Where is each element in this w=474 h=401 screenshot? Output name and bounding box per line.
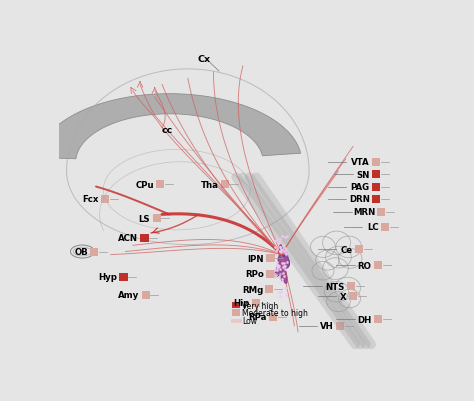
Bar (153, 215, 161, 223)
Bar (142, 291, 150, 299)
Text: Hip: Hip (233, 298, 249, 307)
Text: Tha: Tha (201, 180, 219, 189)
Text: LS: LS (139, 214, 150, 223)
Bar (266, 270, 274, 278)
Bar (119, 273, 128, 281)
Bar (336, 322, 344, 330)
Bar (372, 171, 380, 179)
Text: Hyp: Hyp (98, 273, 117, 282)
Bar (377, 209, 385, 217)
Text: IPN: IPN (248, 254, 264, 263)
Bar (265, 286, 273, 294)
Bar (232, 302, 240, 308)
Bar (372, 183, 380, 191)
Bar (269, 313, 277, 321)
Text: Fcx: Fcx (82, 195, 99, 204)
Text: VH: VH (320, 322, 334, 330)
Bar (349, 293, 357, 301)
Text: DRN: DRN (349, 195, 370, 204)
Bar (90, 248, 98, 256)
Text: NTS: NTS (326, 282, 345, 291)
Bar (156, 180, 164, 188)
Text: RMg: RMg (242, 285, 263, 294)
Text: Low: Low (242, 316, 257, 325)
Text: RPa: RPa (248, 312, 267, 321)
Text: cc: cc (162, 126, 173, 134)
Text: VTA: VTA (351, 158, 370, 167)
Text: SN: SN (356, 170, 370, 179)
Polygon shape (275, 245, 290, 284)
Text: CPu: CPu (136, 180, 154, 189)
Text: Very high: Very high (242, 301, 278, 310)
Bar (140, 234, 148, 242)
Bar (252, 299, 260, 307)
Bar (356, 245, 364, 253)
Bar (347, 282, 356, 290)
Bar (372, 195, 380, 203)
Bar (232, 310, 240, 316)
Bar (381, 223, 389, 231)
Bar (372, 158, 380, 166)
Text: ACN: ACN (118, 233, 138, 243)
Text: OB: OB (74, 247, 88, 256)
Text: MRN: MRN (353, 208, 375, 217)
Text: Ce: Ce (341, 245, 353, 254)
Text: RPo: RPo (246, 269, 264, 279)
Bar (374, 262, 382, 270)
Text: X: X (340, 292, 346, 301)
Text: RO: RO (357, 261, 372, 270)
Text: PAG: PAG (351, 182, 370, 192)
Text: Moderate to high: Moderate to high (242, 308, 308, 317)
Polygon shape (37, 95, 301, 159)
Text: Amy: Amy (118, 291, 139, 300)
Bar (374, 315, 382, 323)
Text: DH: DH (357, 315, 372, 324)
Bar (221, 180, 229, 188)
Text: Cx: Cx (198, 55, 211, 64)
Text: LC: LC (367, 223, 379, 232)
Bar (101, 195, 109, 203)
Bar (266, 255, 274, 263)
